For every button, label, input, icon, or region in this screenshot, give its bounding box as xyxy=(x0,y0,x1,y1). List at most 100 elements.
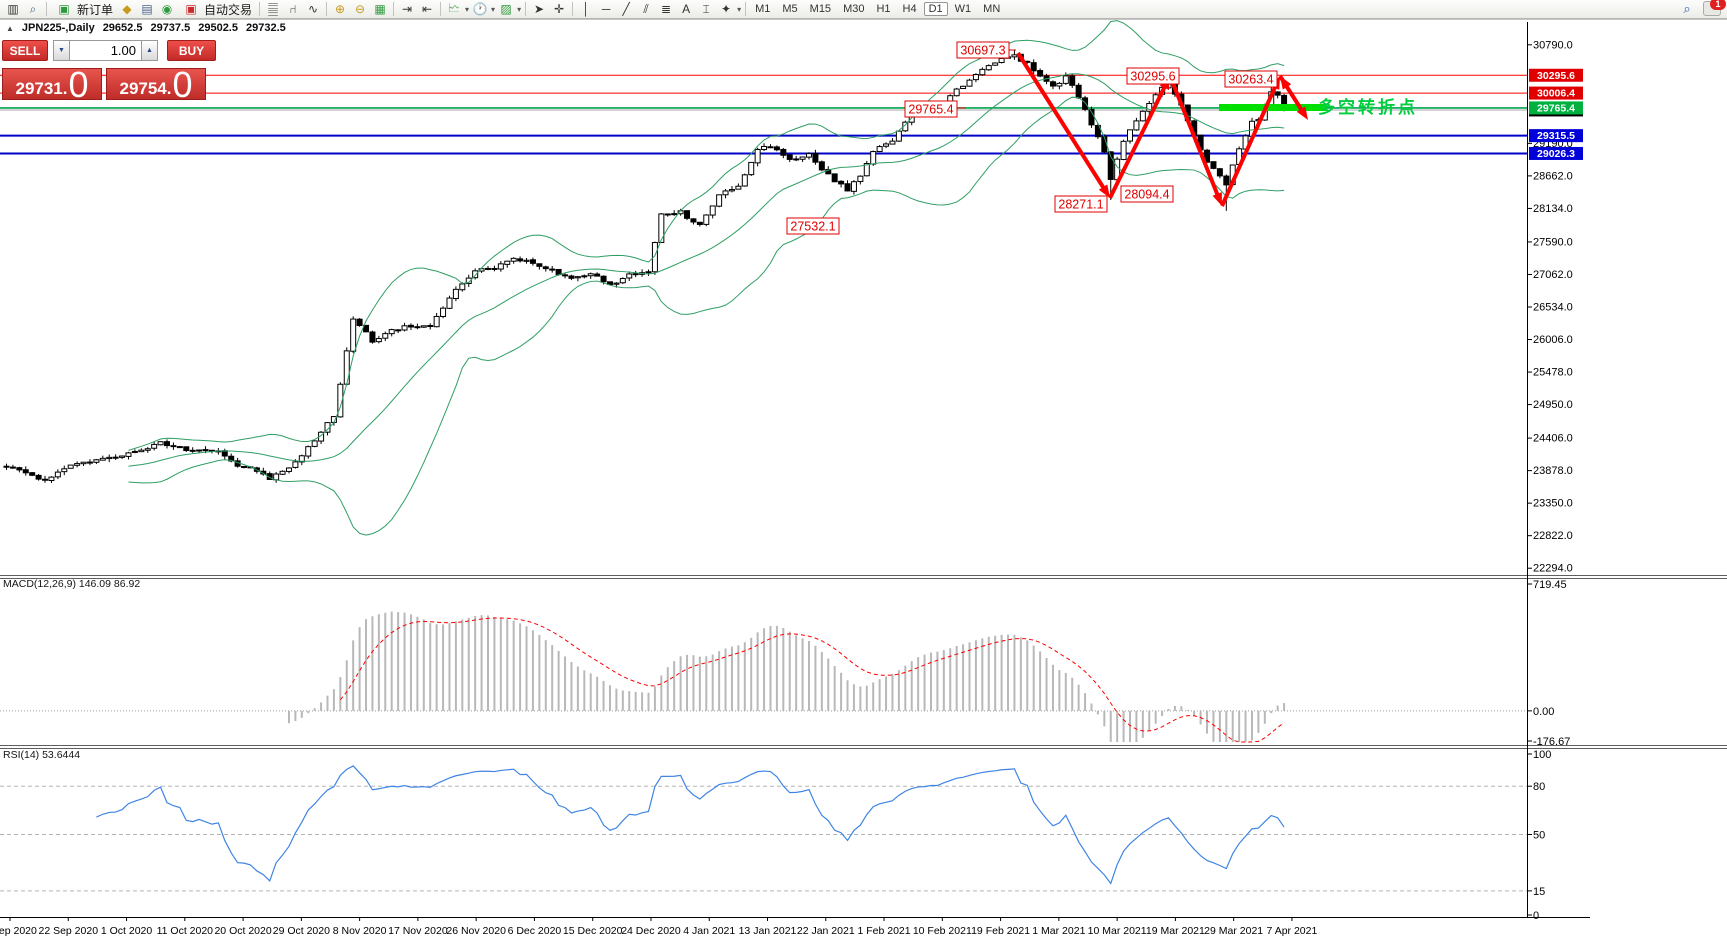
annotation-text: 多空转折点 xyxy=(1318,97,1418,117)
ohlc-low: 29502.5 xyxy=(198,22,238,34)
toolbar-separator xyxy=(393,2,395,16)
periods-dropdown-icon[interactable]: ▾ xyxy=(491,4,496,14)
timeframe-button-w1[interactable]: W1 xyxy=(954,3,972,15)
timeframe-button-m1[interactable]: M1 xyxy=(755,3,771,15)
volume-decrease-button[interactable]: ▼ xyxy=(53,40,70,61)
auto-trading-button[interactable]: ▣ 自动交易 xyxy=(177,1,256,18)
main-toolbar: ▥ ⌕ ▣ 新订单 ◆ ▤ ◉ ▣ 自动交易 𝄛 ⑁ ∿ ⊕ ⊖ ▦ ⇥ ⇤ 🗠… xyxy=(0,0,1727,19)
svg-text:1 Mar 2021: 1 Mar 2021 xyxy=(1032,925,1085,937)
svg-text:27062.0: 27062.0 xyxy=(1533,269,1573,281)
timeframe-button-d1[interactable]: D1 xyxy=(923,2,948,16)
price-callout[interactable]: 29765.4 xyxy=(904,100,966,118)
timeframe-button-mn[interactable]: MN xyxy=(983,3,1001,15)
rsi-pane[interactable]: 100 80 50 15 0 xyxy=(0,749,1551,922)
svg-text:7 Apr 2021: 7 Apr 2021 xyxy=(1267,925,1318,937)
svg-text:25478.0: 25478.0 xyxy=(1533,367,1573,379)
search-icon[interactable]: ⌕ xyxy=(1683,0,1691,16)
price-axis[interactable]: 30790.029190.028662.028134.027590.027062… xyxy=(1528,39,1583,575)
horizontal-line-icon[interactable]: ─ xyxy=(601,2,611,16)
market-watch-icon[interactable]: ▤ xyxy=(141,2,153,16)
data-window-icon[interactable]: ◉ xyxy=(161,2,173,16)
zoom-in-icon[interactable]: ⊕ xyxy=(335,2,346,16)
sell-button[interactable]: SELL xyxy=(2,40,48,61)
sell-price-box[interactable]: 29731. 0 xyxy=(2,64,102,105)
cursor-icon[interactable]: ➤ xyxy=(534,2,545,16)
price-callout[interactable]: 28094.4 xyxy=(1120,185,1174,203)
price-callout[interactable]: 27532.1 xyxy=(786,217,840,235)
candlestick-series[interactable] xyxy=(3,50,1288,484)
trend-arrows[interactable] xyxy=(1016,51,1308,207)
svg-text:24 Dec 2020: 24 Dec 2020 xyxy=(621,925,681,937)
svg-text:1 Feb 2021: 1 Feb 2021 xyxy=(857,925,910,937)
text-icon[interactable]: A xyxy=(682,2,691,16)
templates-icon[interactable]: ▨ xyxy=(500,2,512,16)
svg-text:28662.0: 28662.0 xyxy=(1533,170,1573,182)
buy-price-box[interactable]: 29754. 0 xyxy=(106,67,206,103)
one-click-trading-panel: SELL ▼ 1.00 ▲ BUY 29731. 0 29754. 0 xyxy=(2,40,216,105)
volume-increase-button[interactable]: ▲ xyxy=(141,40,158,61)
svg-text:26 Nov 2020: 26 Nov 2020 xyxy=(446,925,506,937)
text-label-icon[interactable]: ⌶ xyxy=(702,1,710,16)
buy-button[interactable]: BUY xyxy=(167,40,216,61)
timeframe-button-h4[interactable]: H4 xyxy=(902,3,917,15)
svg-text:30006.4: 30006.4 xyxy=(1537,88,1575,100)
indicators-dropdown-icon[interactable]: ▾ xyxy=(465,4,470,14)
svg-text:24950.0: 24950.0 xyxy=(1533,399,1573,411)
bar-chart-icon[interactable]: 𝄛 xyxy=(268,1,278,16)
fibonacci-icon[interactable]: ≣ xyxy=(661,2,672,16)
price-callout[interactable]: 30295.6 xyxy=(1126,67,1180,85)
svg-text:29 Oct 2020: 29 Oct 2020 xyxy=(273,925,330,937)
line-chart-icon[interactable]: ∿ xyxy=(308,2,319,16)
new-order-button[interactable]: ▣ 新订单 xyxy=(50,1,117,18)
timeframe-group: M1 M5 M15 M30 H1 H4 D1 W1 MN xyxy=(749,2,1006,16)
crosshair-icon[interactable]: ✛ xyxy=(554,2,565,16)
macd-pane[interactable]: 719.45 0.00 -176.67 xyxy=(0,579,1570,748)
profiles-icon[interactable]: ⌕ xyxy=(29,1,37,16)
arrows-dropdown-icon[interactable]: ▾ xyxy=(737,4,742,14)
chart-shift-icon[interactable]: ⇤ xyxy=(422,2,433,16)
timeframe-button-m15[interactable]: M15 xyxy=(809,3,832,15)
svg-text:13 Jan 2021: 13 Jan 2021 xyxy=(739,925,797,937)
one-click-collapse-arrow[interactable]: ▲ xyxy=(6,23,14,33)
svg-text:28094.4: 28094.4 xyxy=(1124,188,1169,202)
history-center-icon[interactable]: ◆ xyxy=(122,2,132,16)
indicators-icon[interactable]: 🗠 xyxy=(448,0,461,15)
equidistant-channel-icon[interactable]: ⫽ xyxy=(643,1,649,16)
support-band[interactable] xyxy=(1219,104,1327,111)
price-callout[interactable]: 30697.3 xyxy=(956,41,1016,59)
toolbar-separator xyxy=(259,2,261,16)
vertical-line-icon[interactable]: │ xyxy=(582,2,590,16)
ohlc-high: 29737.5 xyxy=(150,22,191,34)
auto-scroll-icon[interactable]: ⇥ xyxy=(402,2,413,16)
notifications-icon[interactable]: 1 xyxy=(1703,0,1726,16)
templates-dropdown-icon[interactable]: ▾ xyxy=(517,4,522,14)
svg-text:22294.0: 22294.0 xyxy=(1533,563,1573,575)
svg-text:17 Nov 2020: 17 Nov 2020 xyxy=(388,925,448,937)
svg-text:19 Feb 2021: 19 Feb 2021 xyxy=(971,925,1030,937)
zoom-out-icon[interactable]: ⊖ xyxy=(355,2,366,16)
trendline-icon[interactable]: ╱ xyxy=(622,2,630,16)
auto-trading-icon: ▣ xyxy=(185,2,197,16)
periods-icon[interactable]: 🕐 xyxy=(472,2,488,16)
timeframe-button-m30[interactable]: M30 xyxy=(843,3,865,15)
svg-text:23878.0: 23878.0 xyxy=(1533,465,1573,477)
tile-windows-icon[interactable]: ▦ xyxy=(374,2,386,16)
horizontal-level-lines[interactable] xyxy=(0,74,1527,155)
sell-price-pips: 0 xyxy=(68,64,89,105)
price-callout[interactable]: 30263.4 xyxy=(1224,70,1278,88)
svg-text:19 Mar 2021: 19 Mar 2021 xyxy=(1146,925,1205,937)
svg-text:719.45: 719.45 xyxy=(1533,579,1567,591)
rsi-label: RSI(14) 53.6444 xyxy=(3,749,81,761)
svg-text:30697.3: 30697.3 xyxy=(960,44,1005,58)
candlestick-chart-icon[interactable]: ⑁ xyxy=(289,2,297,16)
timeframe-button-h1[interactable]: H1 xyxy=(876,3,891,15)
timeframe-button-m5[interactable]: M5 xyxy=(782,3,798,15)
svg-text:26006.0: 26006.0 xyxy=(1533,334,1573,346)
price-callout[interactable]: 28271.1 xyxy=(1054,195,1108,213)
chart-window-icon[interactable]: ▥ xyxy=(7,2,19,16)
svg-text:4 Jan 2021: 4 Jan 2021 xyxy=(683,925,735,937)
volume-input[interactable]: 1.00 xyxy=(70,40,141,61)
arrows-icon[interactable]: ✦ xyxy=(721,2,732,16)
